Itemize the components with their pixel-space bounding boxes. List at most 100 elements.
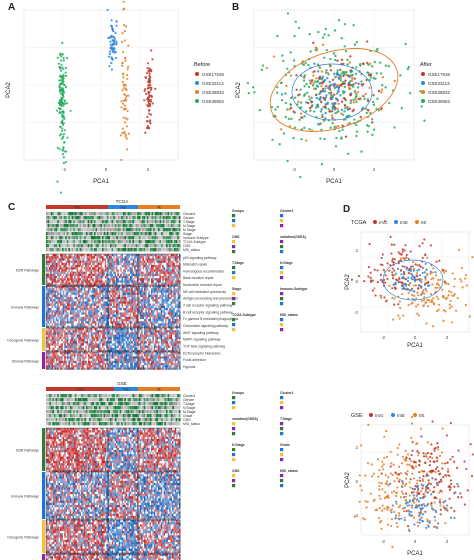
heatmap-cell bbox=[106, 303, 108, 306]
heatmap-cell bbox=[58, 321, 61, 324]
heatmap-cell bbox=[47, 312, 49, 315]
heatmap-cell bbox=[76, 258, 79, 261]
heatmap-cell bbox=[53, 323, 55, 326]
heatmap-cell bbox=[110, 282, 112, 285]
heatmap-cell bbox=[121, 278, 124, 281]
heatmap-cell bbox=[85, 292, 87, 295]
annotation-cell bbox=[111, 212, 114, 216]
heatmap-cell bbox=[134, 258, 136, 261]
heatmap-cell bbox=[120, 273, 122, 277]
heatmap-cell bbox=[92, 310, 94, 313]
heatmap-cell bbox=[132, 265, 135, 268]
heatmap-cell bbox=[55, 280, 58, 283]
scatter-point bbox=[125, 89, 128, 92]
heatmap-cell bbox=[106, 282, 108, 285]
scatter-point bbox=[125, 94, 128, 97]
heatmap-cell bbox=[92, 303, 94, 306]
annotation-cell bbox=[82, 244, 85, 248]
heatmap-cell bbox=[139, 290, 142, 293]
heatmap-cell bbox=[121, 303, 124, 306]
heatmap-cell bbox=[68, 271, 70, 274]
annotation-cell bbox=[148, 248, 151, 252]
heatmap-cell bbox=[155, 265, 157, 268]
heatmap-cell bbox=[144, 310, 146, 313]
heatmap-cell bbox=[96, 280, 98, 283]
heatmap-cell bbox=[151, 269, 153, 272]
annotation-cell bbox=[47, 240, 50, 244]
annotation-cell bbox=[113, 244, 115, 248]
heatmap-cell bbox=[177, 262, 180, 266]
scatter-point bbox=[357, 97, 360, 101]
y-axis-label: PCA2 bbox=[6, 82, 12, 98]
heatmap-cell bbox=[53, 312, 55, 315]
annotation-cell bbox=[126, 224, 128, 228]
heatmap-cell bbox=[142, 312, 145, 315]
heatmap-cell bbox=[111, 280, 114, 283]
heatmap-cell bbox=[61, 262, 63, 266]
annotation-cell bbox=[90, 220, 93, 224]
annotation-cell bbox=[52, 232, 55, 236]
heatmap-cell bbox=[134, 269, 136, 272]
heatmap-cell bbox=[75, 254, 77, 257]
annotation-cell bbox=[70, 228, 72, 232]
heatmap-cell bbox=[173, 301, 175, 304]
heatmap-cell bbox=[60, 262, 62, 266]
heatmap-cell bbox=[79, 292, 82, 295]
scatter-point bbox=[366, 71, 369, 74]
heatmap-cell bbox=[124, 288, 126, 291]
heatmap-cell bbox=[51, 260, 54, 263]
scatter-point bbox=[348, 75, 351, 79]
scatter-point bbox=[150, 49, 153, 52]
scatter-point bbox=[375, 72, 378, 75]
heatmap-cell bbox=[69, 260, 72, 263]
heatmap-cell bbox=[172, 273, 174, 277]
heatmap-cell bbox=[128, 256, 131, 259]
heatmap-cell bbox=[58, 262, 61, 266]
heatmap-cell bbox=[141, 267, 143, 270]
scatter-point bbox=[347, 86, 351, 89]
cluster-label: ImE bbox=[120, 205, 127, 209]
heatmap-cell bbox=[109, 282, 111, 285]
heatmap-cell bbox=[58, 286, 61, 289]
heatmap-cell bbox=[146, 276, 149, 279]
heatmap-cell bbox=[102, 273, 104, 277]
heatmap-cell bbox=[166, 297, 168, 300]
heatmap-cell bbox=[160, 267, 163, 270]
heatmap-cell bbox=[79, 319, 82, 322]
annotation-cell bbox=[98, 224, 101, 228]
heatmap-cell bbox=[160, 308, 163, 311]
heatmap-cell bbox=[167, 319, 170, 322]
annotation-cell bbox=[124, 220, 127, 224]
heatmap-cell bbox=[124, 294, 126, 298]
heatmap-cell bbox=[104, 269, 107, 272]
heatmap-cell bbox=[90, 265, 93, 268]
heatmap-cell bbox=[109, 314, 111, 317]
annotation-cell bbox=[150, 248, 152, 252]
annotation-cell bbox=[137, 228, 139, 232]
annotation-cell bbox=[154, 228, 157, 232]
panel-letter-c: C bbox=[8, 202, 16, 213]
heatmap-cell bbox=[130, 262, 132, 266]
scatter-point bbox=[123, 93, 126, 96]
scatter-point bbox=[315, 96, 319, 100]
heatmap-cell bbox=[162, 288, 164, 291]
heatmap-cell bbox=[110, 288, 112, 291]
heatmap-cell bbox=[61, 288, 63, 291]
scatter-point bbox=[314, 93, 318, 97]
heatmap-cell bbox=[172, 260, 174, 263]
heatmap-cell bbox=[116, 312, 118, 315]
heatmap-cell bbox=[159, 267, 161, 270]
scatter-point bbox=[60, 63, 63, 66]
scatter-point bbox=[329, 126, 332, 129]
heatmap-cell bbox=[97, 314, 100, 317]
annotation-cell bbox=[73, 216, 75, 220]
heatmap-cell bbox=[141, 273, 143, 277]
heatmap-cell bbox=[89, 258, 91, 261]
heatmap-cell bbox=[111, 316, 114, 320]
heatmap-cell bbox=[68, 288, 70, 291]
heatmap-cell bbox=[141, 282, 143, 285]
annotation-cell bbox=[177, 248, 179, 252]
heatmap-cell bbox=[85, 278, 87, 281]
heatmap-cell bbox=[102, 276, 104, 279]
scatter-point bbox=[120, 41, 124, 44]
